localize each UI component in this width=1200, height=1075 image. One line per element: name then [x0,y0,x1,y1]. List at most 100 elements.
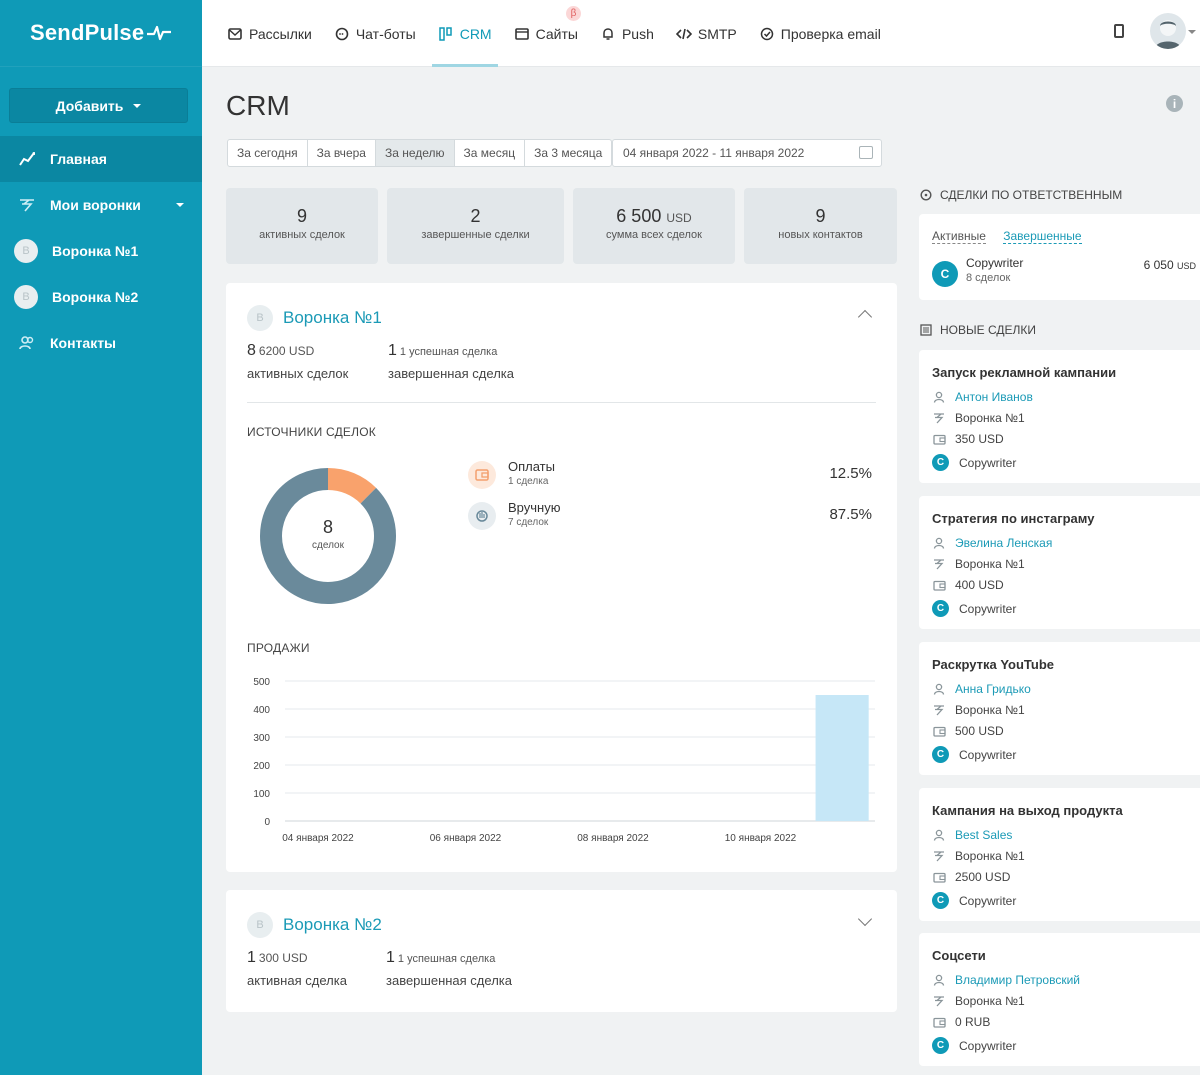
deal-amount: 400 USD [932,578,1004,592]
period-3months[interactable]: За 3 месяца [534,146,603,160]
deal-contact[interactable]: Владимир Петровский [932,973,1080,987]
wallet-icon [932,870,946,884]
funnel-icon [932,703,946,717]
tab-crm[interactable]: CRM [427,0,503,67]
deal-funnel-name: Воронка №1 [955,557,1025,571]
sales-title: ПРОДАЖИ [247,641,310,655]
deal-card[interactable]: Соцсети Владимир Петровский Воронка №1 0 RU… [919,933,1200,1066]
sidebar-nav: Главная Мои воронки B Воронка №1 B Ворон… [0,136,202,366]
funnel-card-1: B Воронка №1 8 6200 USD активных сделок 1… [226,283,897,872]
deal-title[interactable]: Раскрутка YouTube [932,657,1055,672]
tab-closed-deals[interactable]: Завершенные [1003,229,1082,244]
deal-title[interactable]: Кампания на выход продукта [932,803,1123,818]
deal-contact-name[interactable]: Эвелина Ленская [955,536,1053,550]
stat-value: 9 [815,206,826,226]
period-yesterday[interactable]: За вчера [308,140,376,166]
deal-funnel: Воронка №1 [932,557,1025,571]
deal-contact-name[interactable]: Best Sales [955,828,1013,842]
tab-email-verify[interactable]: Проверка email [748,0,892,67]
funnel-badge: B [247,912,273,938]
owner-badge: C [932,1037,949,1054]
done-label: завершенная сделка [386,973,512,988]
tab-chatbots[interactable]: Чат-боты [323,0,427,67]
trend-icon [18,150,36,168]
person-icon [932,536,946,550]
wallet-icon [932,432,946,446]
active-count: 1 [247,949,256,966]
deal-funnel-name: Воронка №1 [955,703,1025,717]
add-button[interactable]: Добавить [9,88,188,123]
beta-badge: β [565,6,581,21]
source-name: Вручную [508,500,561,515]
period-month[interactable]: За месяц [455,140,526,166]
sidebar-item-funnels[interactable]: Мои воронки [0,182,202,228]
stat-active-deals: 9 активных сделок [226,188,378,264]
period-today[interactable]: За сегодня [228,140,308,166]
sidebar-item-label: Мои воронки [50,197,141,213]
phone-icon[interactable] [1114,24,1124,38]
source-percent: 87.5% [829,506,872,523]
deal-funnel: Воронка №1 [932,411,1025,425]
chevron-down-icon[interactable] [857,911,873,927]
funnel-icon [932,557,946,571]
sales-bar[interactable] [815,695,869,821]
sidebar-item-home[interactable]: Главная [0,136,202,182]
deal-title[interactable]: Соцсети [932,948,986,963]
wallet-icon [468,461,496,489]
deal-contact[interactable]: Best Sales [932,828,1012,842]
chevron-down-icon[interactable] [176,203,184,207]
wallet-icon [932,1015,946,1029]
sidebar-item-funnel-2[interactable]: B Воронка №2 [0,274,202,320]
deal-contact[interactable]: Антон Иванов [932,390,1033,404]
deal-title[interactable]: Стратегия по инстаграму [932,511,1095,526]
deal-contact-name[interactable]: Владимир Петровский [955,973,1080,987]
tab-sites[interactable]: Сайты β [503,0,589,67]
tab-smtp[interactable]: SMTP [665,0,748,67]
deal-owner-name: Copywriter [959,601,1017,616]
deal-card[interactable]: Запуск рекламной кампании Антон Иванов Вор… [919,350,1200,483]
person-icon [932,828,946,842]
tab-push[interactable]: Push [589,0,665,67]
active-count: 8 [247,342,256,359]
deal-contact-name[interactable]: Антон Иванов [955,390,1033,404]
funnel-name-link[interactable]: Воронка №1 [283,308,382,327]
deal-card[interactable]: Кампания на выход продукта Best Sales Воро… [919,788,1200,921]
avatar[interactable] [1150,13,1186,49]
deal-card[interactable]: Стратегия по инстаграму Эвелина Ленская Во… [919,496,1200,629]
date-range-input[interactable]: 04 января 2022 - 11 января 2022 [612,139,882,167]
active-label: активная сделка [247,973,347,988]
period-week[interactable]: За неделю [375,140,455,166]
deal-contact-name[interactable]: Анна Гридько [955,682,1031,696]
owner-deals: 8 сделок [966,272,1011,284]
deal-amount-value: 400 USD [955,578,1004,592]
donut-center-value: 8 [322,517,333,537]
chat-icon [334,26,350,42]
deal-contact[interactable]: Эвелина Ленская [932,536,1052,550]
info-icon[interactable]: i [1166,95,1183,112]
deal-contact[interactable]: Анна Гридько [932,682,1031,696]
y-tick-label: 100 [253,789,270,800]
deal-card[interactable]: Раскрутка YouTube Анна Гридько Воронка №1 5… [919,642,1200,775]
site-icon [514,26,530,42]
calendar-icon[interactable] [859,146,873,159]
deal-owner-name: Copywriter [959,747,1017,762]
sidebar-item-contacts[interactable]: Контакты [0,320,202,366]
code-icon [675,26,692,42]
stat-unit: USD [666,211,692,225]
stat-label: активных сделок [259,229,345,241]
logo[interactable]: SendPulse [0,0,202,67]
sidebar-item-funnel-1[interactable]: B Воронка №1 [0,228,202,274]
stat-value: 9 [296,206,307,226]
y-tick-label: 500 [253,677,270,688]
owner-currency: USD [1176,261,1196,271]
tab-mailings[interactable]: Рассылки [216,0,323,67]
deal-owner: C Copywriter [932,746,1016,763]
deal-amount: 0 RUB [932,1015,990,1029]
clock-icon [920,189,932,201]
deal-title[interactable]: Запуск рекламной кампании [932,365,1117,380]
chevron-down-icon[interactable] [1188,30,1196,34]
person-icon [932,682,946,696]
tab-active-deals[interactable]: Активные [932,229,986,244]
chevron-up-icon[interactable] [857,309,873,325]
funnel-name-link[interactable]: Воронка №2 [283,915,382,934]
